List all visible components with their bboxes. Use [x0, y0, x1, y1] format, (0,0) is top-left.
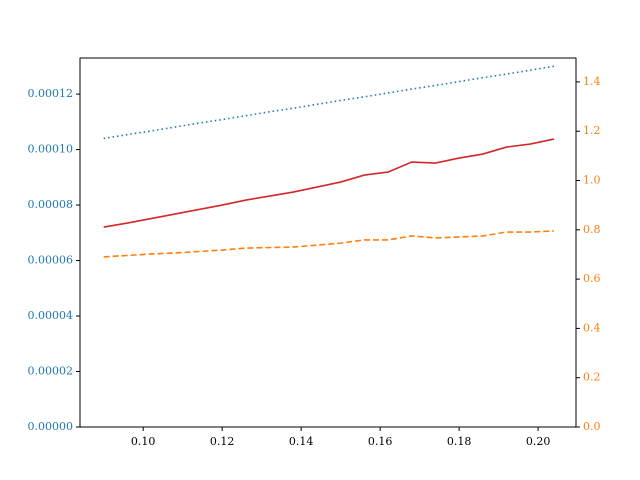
- plot-frame: [79, 57, 577, 428]
- x-tick-label: 0.16: [368, 435, 393, 448]
- y2-tick-label: 1.4: [583, 75, 601, 88]
- y2-tick-label: 0.8: [583, 223, 601, 236]
- y-tick-label: 0.00008: [28, 198, 74, 211]
- data-line: [103, 65, 555, 140]
- y2-tick-label: 1.2: [583, 124, 601, 137]
- x-tick-label: 0.18: [447, 435, 472, 448]
- x-tick-label: 0.14: [289, 435, 314, 448]
- x-tick-label: 0.20: [526, 435, 551, 448]
- x-tick-label: 0.10: [131, 435, 156, 448]
- y2-tick-label: 1.0: [583, 174, 601, 187]
- y-tick-label: 0.00010: [28, 143, 74, 156]
- y-tick-label: 0.00012: [28, 87, 74, 100]
- y-tick-label: 0.00002: [28, 365, 74, 378]
- data-line: [103, 138, 555, 228]
- x-tick-label: 0.12: [210, 435, 235, 448]
- y2-tick-label: 0.0: [583, 420, 601, 433]
- y2-tick-label: 0.2: [583, 371, 601, 384]
- data-line: [103, 230, 554, 258]
- y2-tick-label: 0.6: [583, 272, 601, 285]
- y-tick-label: 0.00000: [28, 420, 74, 433]
- y2-tick-label: 0.4: [583, 321, 601, 334]
- y-tick-label: 0.00006: [28, 254, 74, 267]
- y-tick-label: 0.00004: [28, 309, 74, 322]
